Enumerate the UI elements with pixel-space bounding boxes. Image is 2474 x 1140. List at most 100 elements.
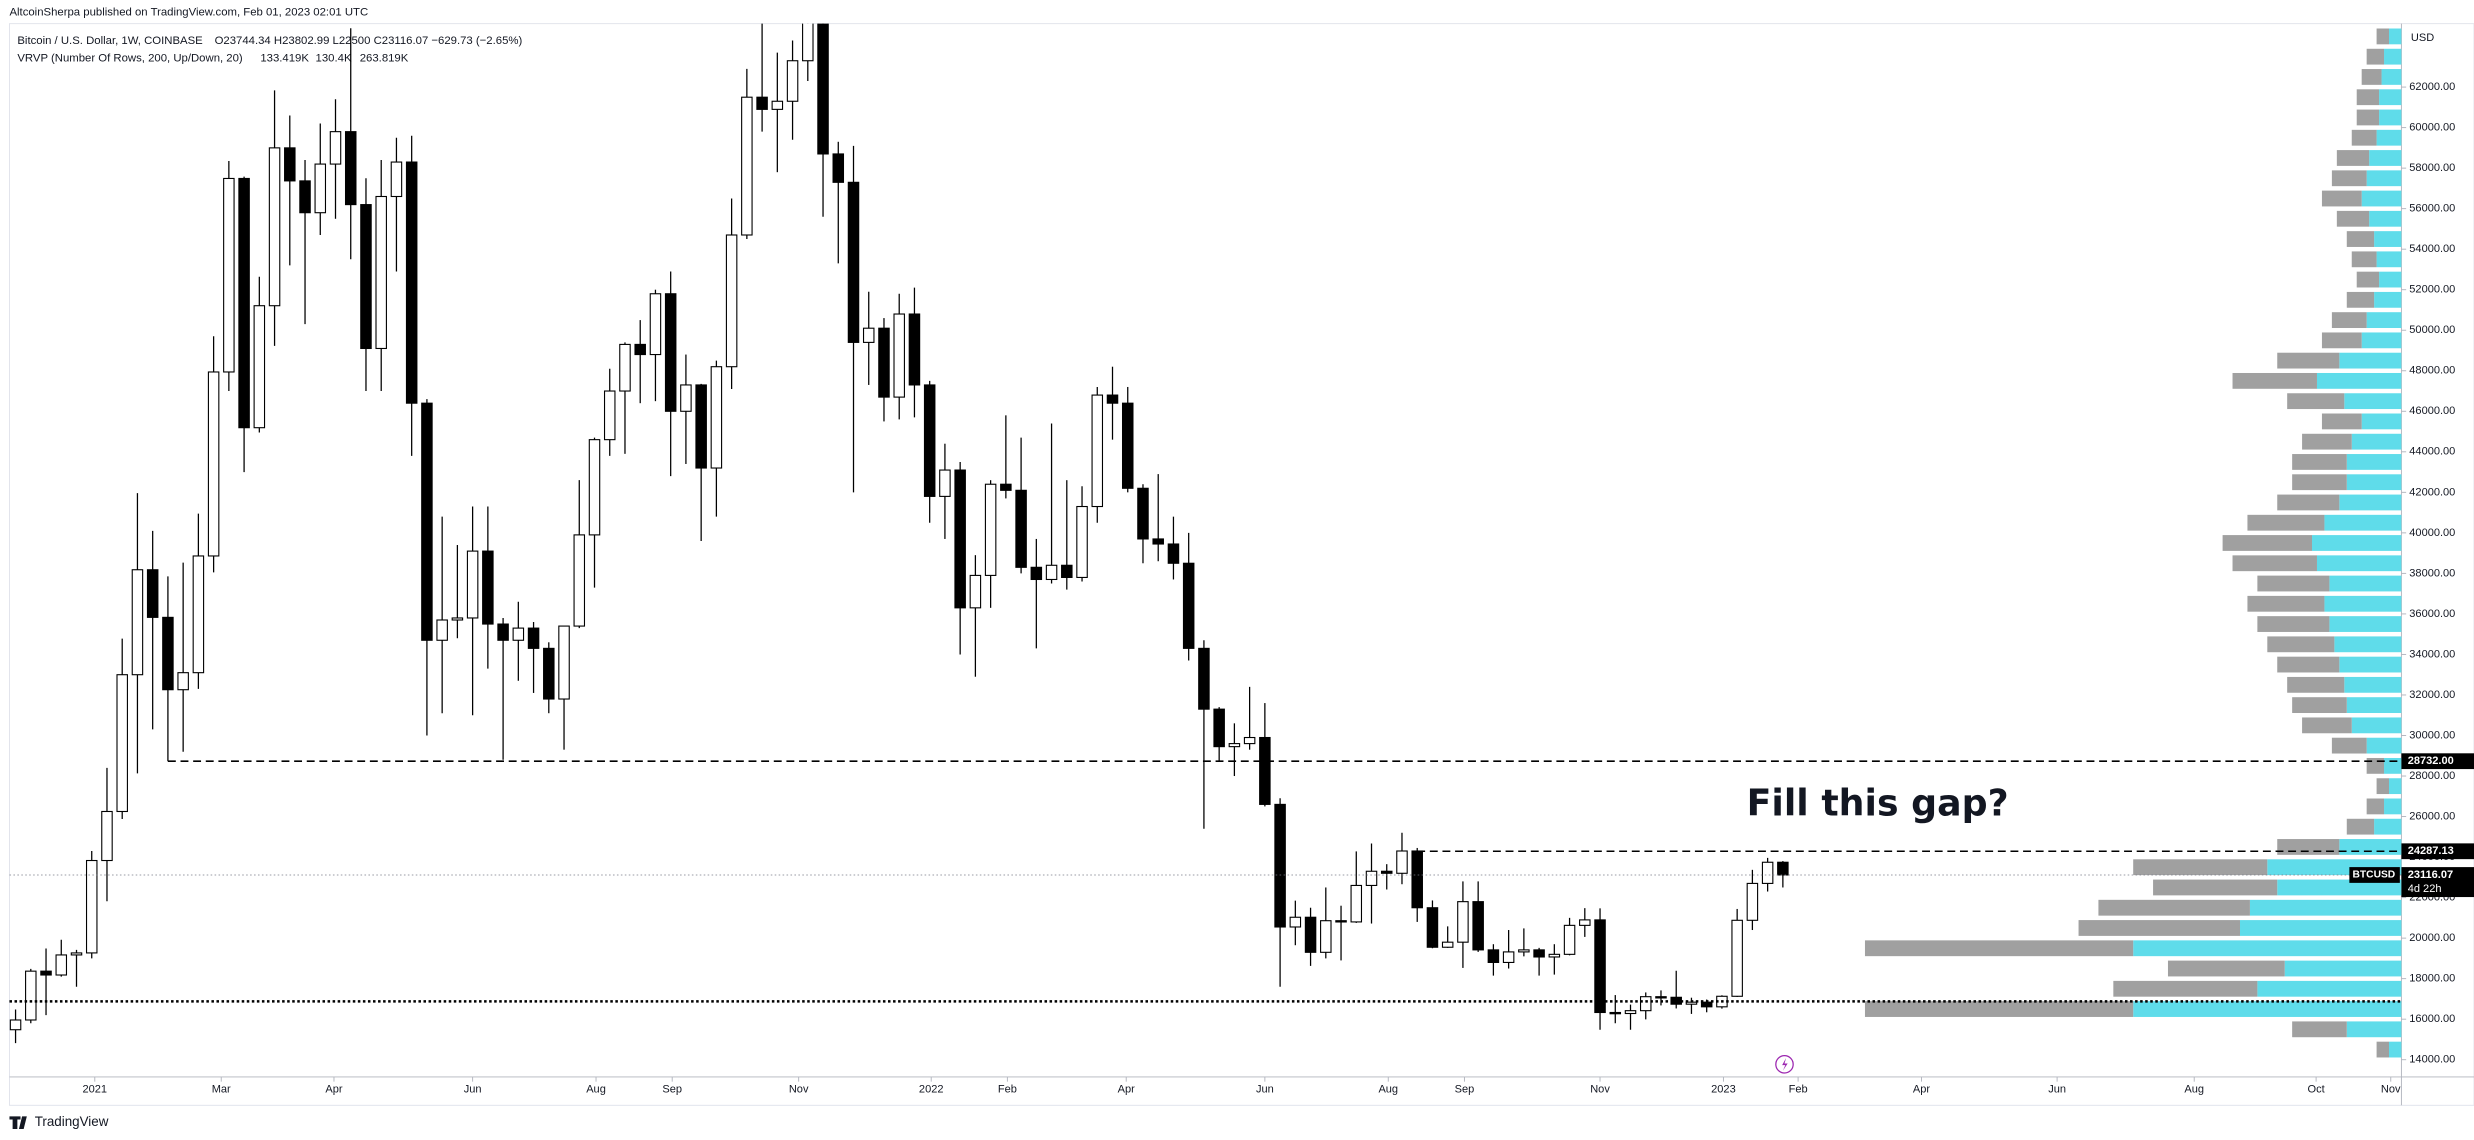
profile-down bbox=[2232, 555, 2317, 572]
candle-body bbox=[1243, 736, 1256, 745]
annotation: Fill this gap? bbox=[1747, 782, 2009, 825]
y-tick-label: 46000.00 bbox=[2409, 405, 2455, 417]
y-tick-label: 26000.00 bbox=[2409, 810, 2455, 822]
y-tick-label: 36000.00 bbox=[2409, 608, 2455, 620]
profile-up bbox=[2277, 879, 2402, 896]
candle-body bbox=[1152, 538, 1164, 545]
profile-up bbox=[2366, 170, 2402, 187]
y-tick-label: 34000.00 bbox=[2409, 648, 2455, 660]
event-icon-bolt bbox=[1782, 1058, 1788, 1071]
candle-body bbox=[817, 23, 829, 155]
profile-down bbox=[2257, 575, 2330, 592]
candle-body bbox=[1182, 562, 1195, 649]
candle-body bbox=[984, 483, 997, 576]
profile-up bbox=[2249, 899, 2402, 916]
x-tick-label: 2022 bbox=[919, 1083, 944, 1095]
candle-body bbox=[1609, 1011, 1622, 1015]
candle-body bbox=[360, 204, 372, 350]
y-tick-label: 56000.00 bbox=[2409, 203, 2455, 215]
profile-up bbox=[2369, 210, 2402, 227]
candle-body bbox=[969, 574, 982, 609]
x-tick-label: Jun bbox=[2048, 1083, 2066, 1095]
candle-body bbox=[192, 555, 205, 674]
profile-up bbox=[2361, 413, 2402, 430]
candle-body bbox=[893, 313, 905, 398]
candle-body bbox=[466, 550, 479, 619]
candle-body bbox=[1121, 402, 1134, 489]
y-tick-label: 38000.00 bbox=[2409, 567, 2455, 579]
candle-body bbox=[1350, 884, 1363, 923]
profile-down bbox=[2133, 859, 2268, 876]
candle-body bbox=[634, 343, 646, 356]
profile-up bbox=[2316, 372, 2402, 389]
x-tick-label: Jun bbox=[464, 1083, 482, 1095]
candle-body bbox=[1259, 736, 1271, 805]
profile-down bbox=[2336, 210, 2370, 227]
profile-up bbox=[2366, 312, 2402, 329]
profile-down bbox=[2351, 251, 2377, 268]
x-tick-label: Feb bbox=[998, 1083, 1017, 1095]
candle-body bbox=[238, 177, 250, 429]
candle-body bbox=[1700, 1001, 1713, 1008]
profile-up bbox=[2133, 940, 2402, 957]
candle-body bbox=[436, 619, 448, 641]
profile-down bbox=[2366, 48, 2385, 65]
candle-body bbox=[1563, 924, 1576, 955]
profile-up bbox=[2379, 271, 2402, 288]
x-tick-label: Apr bbox=[325, 1083, 342, 1095]
event-icon[interactable] bbox=[1775, 1055, 1794, 1074]
profile-up bbox=[2389, 28, 2402, 45]
candle-body bbox=[939, 469, 951, 497]
profile-up bbox=[2339, 656, 2402, 673]
candle-body bbox=[405, 161, 418, 404]
level-tag-label: 24287.13 bbox=[2408, 845, 2454, 857]
profile-up bbox=[2376, 251, 2402, 268]
x-tick-label: Nov bbox=[2381, 1083, 2401, 1095]
candle-body bbox=[1213, 708, 1225, 748]
brand: TradingView bbox=[35, 1114, 109, 1129]
x-tick-label: 2023 bbox=[1711, 1083, 1736, 1095]
profile-down bbox=[2331, 312, 2367, 329]
candle-body bbox=[786, 60, 799, 102]
profile-up bbox=[2239, 920, 2402, 936]
y-tick-label: 42000.00 bbox=[2409, 486, 2455, 498]
candle-body bbox=[664, 293, 677, 412]
candle-body bbox=[375, 195, 387, 350]
y-tick-label: 52000.00 bbox=[2409, 284, 2455, 296]
profile-down bbox=[2331, 170, 2367, 187]
candle-body bbox=[512, 627, 525, 641]
x-tick-label: Mar bbox=[212, 1083, 231, 1095]
profile-down bbox=[2331, 737, 2367, 754]
candle-body bbox=[1106, 394, 1119, 404]
candle-body bbox=[85, 859, 98, 954]
profile-down bbox=[1864, 1001, 2134, 1017]
candle-body bbox=[1624, 1010, 1637, 1015]
profile-down bbox=[2113, 980, 2258, 997]
candle-body bbox=[223, 177, 235, 373]
candle-body bbox=[680, 384, 692, 412]
y-tick-label: 44000.00 bbox=[2409, 446, 2455, 458]
profile-down bbox=[2366, 757, 2385, 774]
profile-down bbox=[2376, 28, 2390, 45]
y-tick-label: 18000.00 bbox=[2409, 973, 2455, 985]
profile-down bbox=[2098, 899, 2250, 916]
y-tick-label: 32000.00 bbox=[2409, 689, 2455, 701]
x-tick-label: Feb bbox=[1789, 1083, 1808, 1095]
profile-up bbox=[2133, 1001, 2402, 1017]
profile-up bbox=[2376, 129, 2402, 146]
candle-body bbox=[756, 96, 768, 110]
x-tick-label: Sep bbox=[662, 1083, 682, 1095]
candle-body bbox=[1061, 564, 1073, 578]
candle-body bbox=[558, 625, 570, 700]
candle-body bbox=[527, 627, 540, 649]
indicator-total: 263.819K bbox=[360, 52, 409, 64]
candle-body bbox=[482, 550, 494, 625]
candle-body bbox=[1320, 920, 1332, 953]
profile-down bbox=[2361, 69, 2382, 85]
candle-body bbox=[284, 147, 296, 182]
x-tick-label: Jun bbox=[1256, 1083, 1274, 1095]
y-tick-label: 54000.00 bbox=[2409, 243, 2455, 255]
candle-body bbox=[832, 153, 845, 183]
x-tick-label: Aug bbox=[2184, 1083, 2204, 1095]
candle-body bbox=[1441, 941, 1454, 948]
